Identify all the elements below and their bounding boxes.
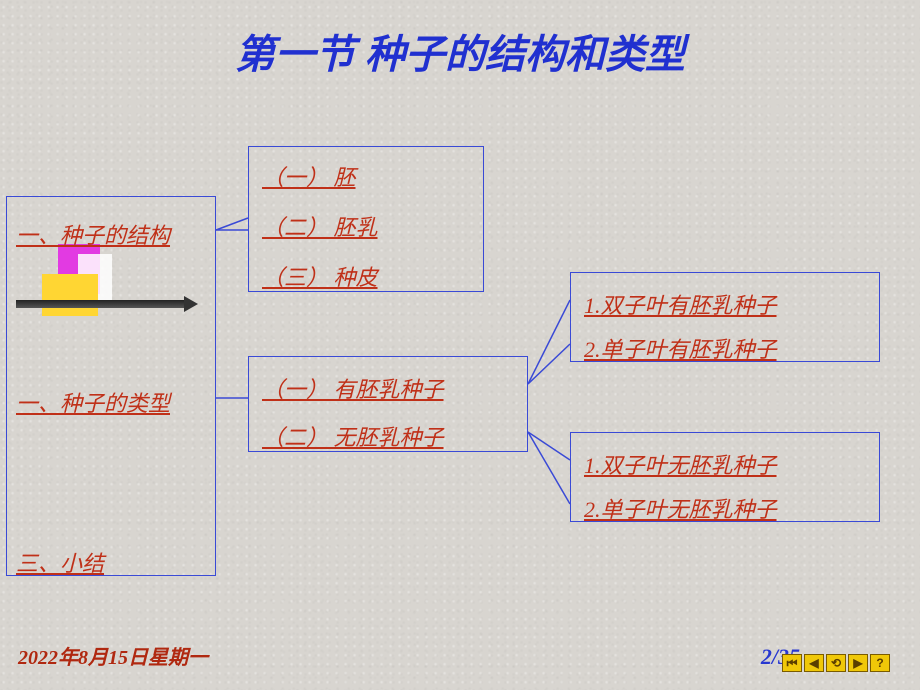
nav-prev-icon[interactable]: ◀ [804,654,824,672]
page-current: 2 [761,644,772,669]
outline-link[interactable]: 1.双子叶有胚乳种子 [584,288,777,320]
outline-link[interactable]: 一、种子的类型 [16,386,170,418]
outline-link[interactable]: 一、种子的结构 [16,218,170,250]
outline-link[interactable]: 2.单子叶无胚乳种子 [584,492,777,524]
outline-link[interactable]: 1.双子叶无胚乳种子 [584,448,777,480]
outline-link[interactable]: （二） 胚乳 [262,210,378,242]
nav-home-icon[interactable]: ⟲ [826,654,846,672]
outline-link[interactable]: （二） 无胚乳种子 [262,420,444,452]
nav-next-icon[interactable]: ▶ [848,654,868,672]
nav-help-icon[interactable]: ? [870,654,890,672]
outline-link[interactable]: 2.单子叶有胚乳种子 [584,332,777,364]
outline-link[interactable]: （一） 有胚乳种子 [262,372,444,404]
nav-first-icon[interactable]: ⏮ [782,654,802,672]
slide-stage: 第一节 种子的结构和类型 一、种子的结构一、种子的类型三、小结 （一） 胚 （二） … [0,0,920,690]
slide-title: 第一节 种子的结构和类型 [0,22,920,80]
outline-link[interactable]: 三、小结 [16,546,104,578]
outline-link[interactable]: （三） 种皮 [262,260,378,292]
outline-link[interactable]: （一） 胚 [262,160,356,192]
nav-bar: ⏮ ◀ ⟲ ▶ ? [782,654,890,672]
footer-date: 2022年8月15日星期一 [18,641,208,670]
